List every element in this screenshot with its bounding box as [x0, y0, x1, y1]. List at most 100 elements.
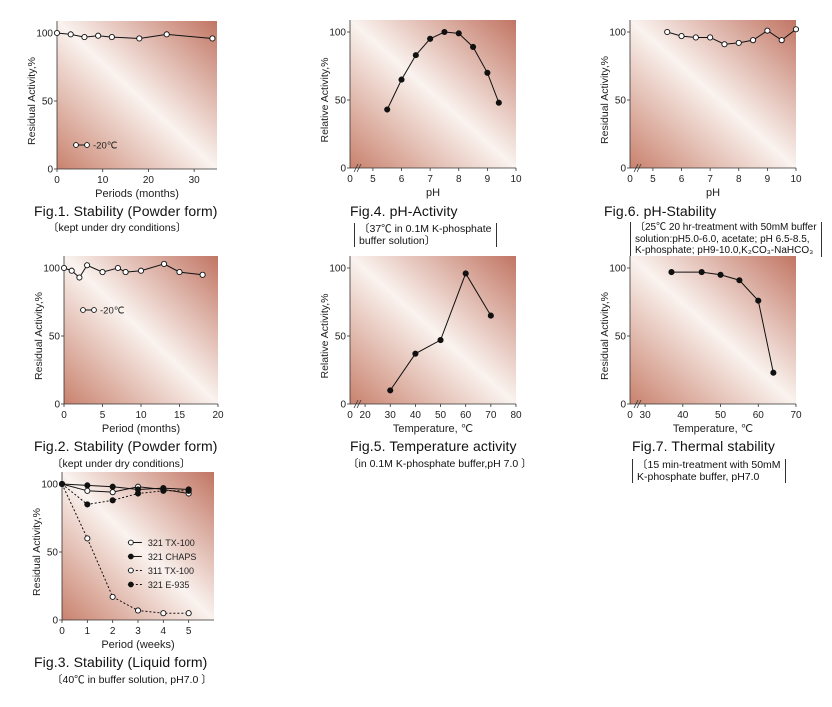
- x-tick-label: 40: [410, 410, 422, 421]
- x-tick-label: 0: [59, 626, 65, 637]
- data-point: [668, 269, 675, 276]
- figure-4: 0 50 100 5 6 7 8 9 10 0 pH Relative Activity,% Fig.…: [300, 0, 560, 260]
- legend-marker: [128, 553, 134, 560]
- data-point: [735, 39, 742, 46]
- legend-marker: [91, 307, 97, 313]
- figure-5-note-line-1: 〔in 0.1M K-phosphate buffer,pH 7.0 〕: [348, 458, 532, 470]
- figure-2: 0 50 100 0 5 10 15 20 Period (months) Residual Ac…: [0, 240, 260, 480]
- y-tick-label: 0: [620, 164, 626, 175]
- data-point: [108, 34, 115, 41]
- x-tick-label: 6: [679, 174, 685, 185]
- legend-entry: -20℃: [80, 306, 125, 317]
- axis-break-mark: [353, 399, 362, 409]
- figure-3: 0 50 100 0 1 2 3 4 5 Period (weeks) Residual Activ…: [0, 472, 260, 707]
- x-axis-label: Period (months): [102, 423, 180, 435]
- x-tick-label: 4: [161, 626, 167, 637]
- x-tick-label: 9: [485, 174, 491, 185]
- data-point: [736, 277, 743, 284]
- y-tick-label: 0: [620, 400, 626, 411]
- data-point: [114, 264, 121, 272]
- data-point: [160, 487, 167, 494]
- data-point: [95, 32, 102, 39]
- y-tick-label: 50: [335, 332, 347, 343]
- data-point: [137, 267, 145, 274]
- y-axis-label: Relative Activity,%: [319, 294, 331, 379]
- series-line: [61, 483, 189, 495]
- data-point: [755, 297, 762, 304]
- y-tick-label: 50: [47, 548, 59, 559]
- series-line: [61, 483, 189, 490]
- x-origin-label: 0: [347, 174, 353, 185]
- x-tick-label: 50: [435, 410, 447, 421]
- series-1: [664, 26, 800, 48]
- plot-background: [630, 256, 796, 404]
- y-tick-label: 100: [329, 264, 346, 275]
- y-axis-label: Residual Activity,%: [31, 508, 43, 596]
- y-tick-label: 50: [615, 96, 627, 107]
- x-tick-label: 70: [790, 410, 802, 421]
- figure-5-note: 〔in 0.1M K-phosphate buffer,pH 7.0 〕: [348, 458, 532, 470]
- figure-7-plot: 0 50 100 30 40 50 60 70 0 Temperature, ℃ Residual …: [599, 256, 802, 435]
- figure-6: 0 50 100 5 6 7 8 9 10 0 pH Residual Activity,% Fig.…: [580, 0, 832, 260]
- plot-background: [57, 21, 217, 169]
- x-tick-label: 7: [427, 174, 433, 185]
- series-4: [58, 480, 192, 508]
- figure-2-note: 〔kept under dry conditions〕: [52, 458, 190, 470]
- data-point: [778, 37, 785, 44]
- y-tick-label: 100: [609, 264, 626, 275]
- data-point: [134, 490, 142, 497]
- y-tick-label: 0: [47, 165, 53, 176]
- axis-break-mark: [633, 163, 642, 173]
- figure-5: 0 50 100 20 30 40 50 60 70 80 0 Temperature, ℃ Relat…: [300, 240, 570, 480]
- data-point: [84, 487, 91, 494]
- figure-1-plot: 0 50 100 0 10 20 30 Periods (months) Residual Ac…: [26, 21, 217, 200]
- x-origin-label: 0: [627, 410, 633, 421]
- legend-label: -20℃: [100, 306, 125, 317]
- x-axis-label: Temperature, ℃: [393, 423, 473, 435]
- data-point: [58, 480, 66, 488]
- y-tick-label: 100: [41, 480, 58, 491]
- data-point: [487, 312, 494, 319]
- figure-5-plot: 0 50 100 20 30 40 50 60 70 80 0 Temperature, ℃ Relat…: [319, 256, 522, 435]
- data-point: [84, 262, 91, 269]
- series-1: [668, 269, 777, 376]
- figure-2-note-line-1: 〔kept under dry conditions〕: [52, 458, 191, 470]
- x-tick-label: 5: [100, 410, 106, 421]
- data-point: [109, 489, 116, 496]
- y-tick-label: 100: [609, 28, 626, 39]
- x-tick-label: 30: [385, 410, 397, 421]
- x-origin-label: 0: [627, 174, 633, 185]
- legend-label: 321 TX-100: [148, 538, 195, 548]
- y-axis-label: Residual Activity,%: [599, 292, 611, 380]
- x-tick-label: 5: [186, 626, 192, 637]
- x-tick-label: 6: [399, 174, 405, 185]
- data-point: [122, 269, 129, 276]
- series-1: [387, 270, 494, 394]
- x-axis-label: Period (weeks): [101, 639, 174, 651]
- y-axis-label: Residual Activity,%: [26, 57, 38, 145]
- x-tick-label: 2: [110, 626, 116, 637]
- data-point: [53, 29, 61, 37]
- x-origin-label: 0: [347, 410, 353, 421]
- legend-entry: 311 TX-100: [127, 566, 194, 576]
- figure-1-note-line-1: 〔kept under dry conditions〕: [48, 222, 187, 234]
- data-point: [199, 271, 206, 278]
- y-tick-label: 100: [43, 264, 60, 275]
- data-point: [109, 497, 116, 504]
- data-point: [81, 34, 88, 41]
- figure-6-note-line-3: K-phosphate; pH9-10.0,K₂CO₃-NaHCO₃: [635, 245, 814, 256]
- legend-marker: [128, 567, 134, 574]
- figure-4-note-line-2: buffer solution〕: [359, 235, 436, 247]
- data-point: [60, 264, 68, 272]
- data-point: [134, 607, 142, 614]
- plot-background: [62, 472, 214, 620]
- legend-label: 311 TX-100: [148, 566, 194, 576]
- x-tick-label: 30: [640, 410, 652, 421]
- y-tick-label: 0: [340, 400, 346, 411]
- data-point: [160, 610, 167, 617]
- x-tick-label: 30: [189, 175, 201, 186]
- legend-label: -20℃: [93, 141, 118, 152]
- legend-entry: 321 E-935: [127, 580, 189, 590]
- figure-5-title: Fig.5. Temperature activity: [350, 438, 517, 454]
- x-tick-label: 0: [61, 410, 67, 421]
